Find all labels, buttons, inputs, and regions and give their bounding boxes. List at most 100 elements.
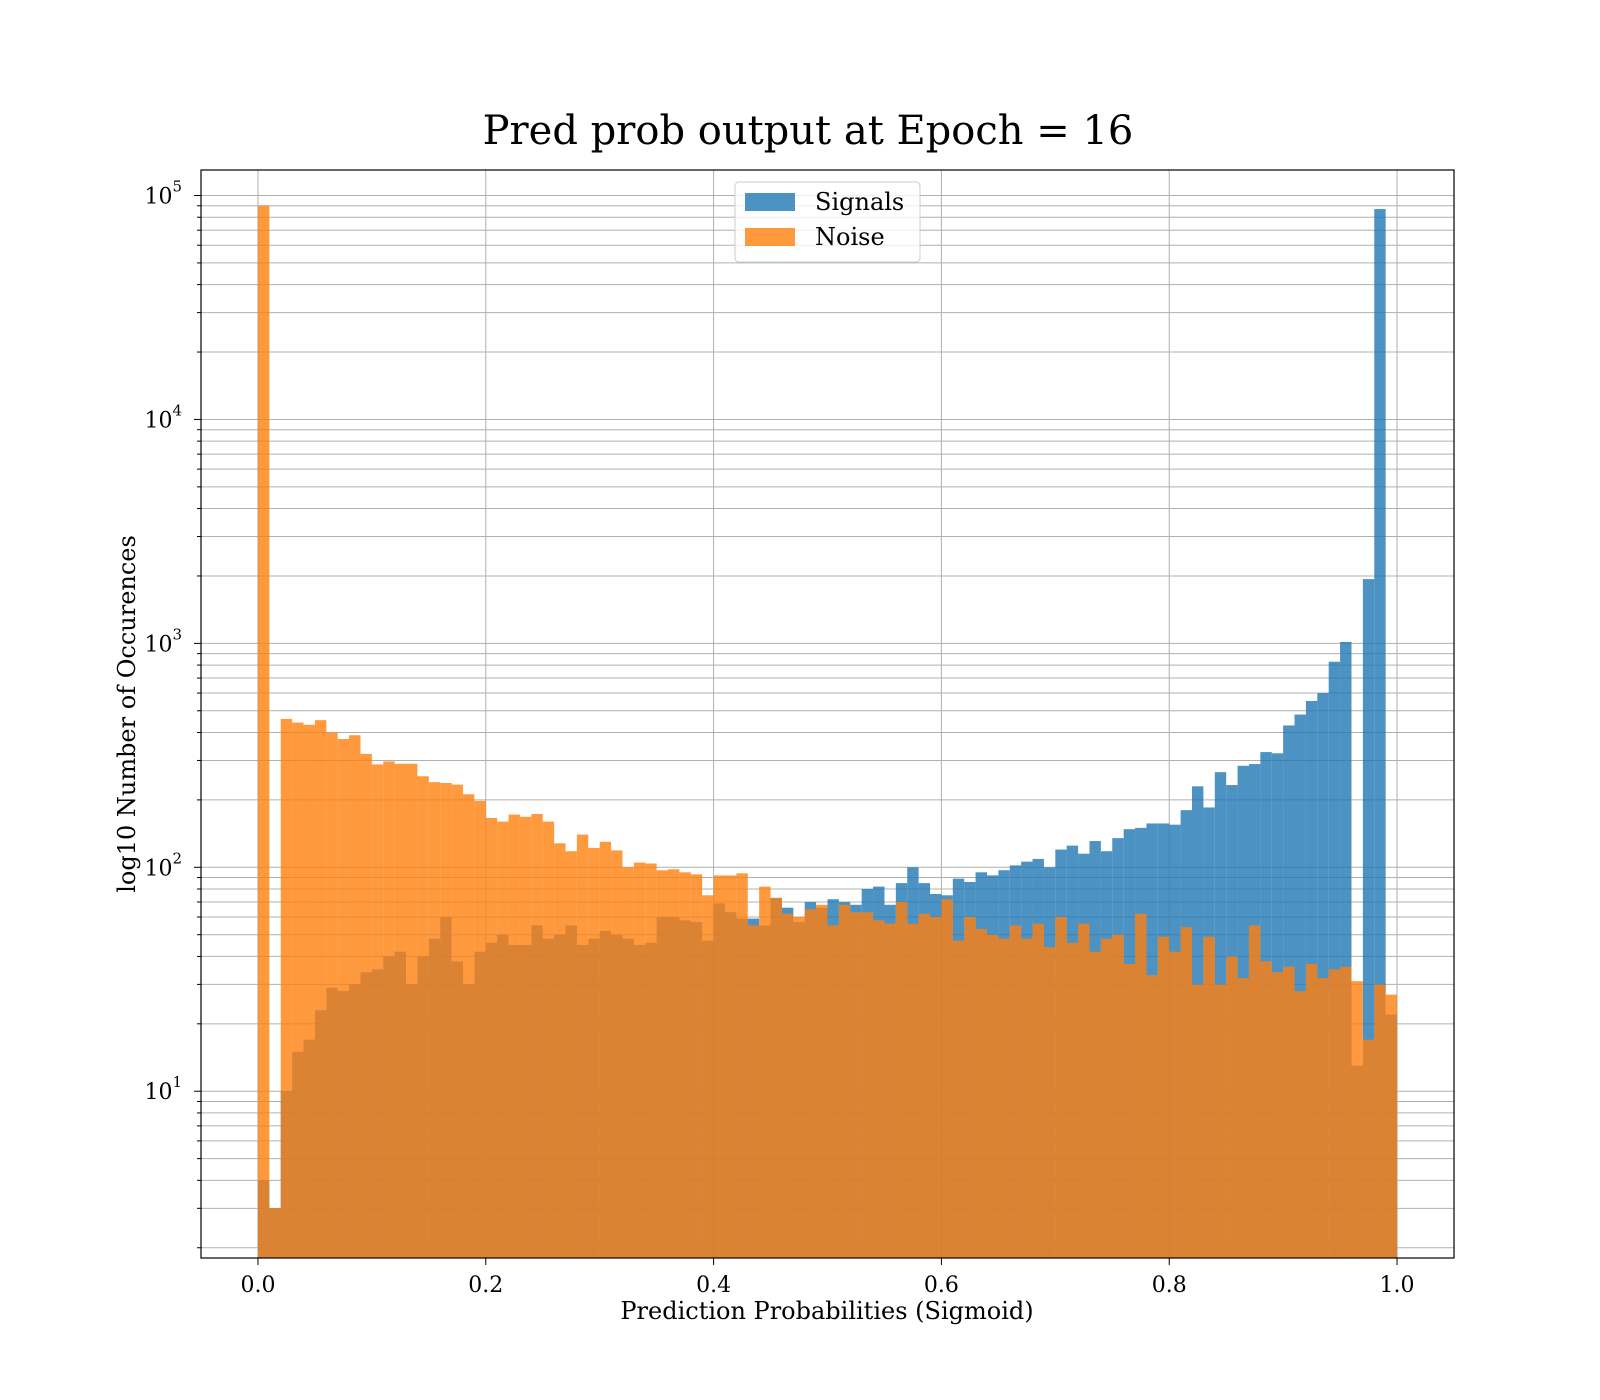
bar-noise (531, 813, 543, 1258)
x-tick-label: 1.0 (1380, 1273, 1415, 1298)
bar-noise (690, 874, 703, 1258)
x-axis-label: Prediction Probabilities (Sigmoid) (620, 1297, 1033, 1325)
bar-noise (724, 875, 737, 1258)
bar-noise (1317, 978, 1329, 1258)
bar-noise (1260, 961, 1272, 1258)
bar-noise (1169, 951, 1181, 1258)
bar-noise (1203, 936, 1215, 1258)
bar-noise (394, 763, 407, 1258)
bars (257, 205, 1398, 1259)
bar-signals (1317, 693, 1329, 1258)
x-tick-label: 0.6 (924, 1273, 959, 1298)
x-tick-label: 0.0 (240, 1273, 275, 1298)
legend: Signals Noise (734, 181, 921, 263)
bar-noise (519, 816, 532, 1258)
bar-noise (542, 821, 555, 1258)
bar-signals (1328, 661, 1341, 1258)
bar-noise (1180, 927, 1193, 1258)
bar-noise (1283, 966, 1295, 1258)
bar-signals (1294, 714, 1306, 1258)
bar-noise (1100, 938, 1113, 1258)
bar-noise (440, 782, 452, 1258)
bar-noise (326, 732, 338, 1258)
bar-signals (1374, 209, 1386, 1258)
bar-noise (1374, 984, 1386, 1258)
y-tick-label: 102 (144, 849, 182, 881)
bar-noise (314, 720, 327, 1258)
bar-noise (998, 938, 1010, 1258)
bar-noise (1112, 934, 1124, 1258)
bar-noise (895, 901, 908, 1258)
bar-signals (1362, 579, 1375, 1258)
bar-noise (599, 841, 612, 1258)
bar-noise (257, 205, 270, 1259)
bar-noise (1305, 963, 1318, 1258)
y-tick-label: 105 (144, 178, 182, 210)
legend-label-noise: Noise (815, 223, 885, 251)
legend-swatch-signals (745, 193, 795, 211)
bar-noise (781, 913, 794, 1258)
y-axis-ticks: 101 102 103 104 105 (144, 178, 201, 1249)
bar-noise (417, 776, 429, 1258)
bar-noise (1385, 994, 1398, 1258)
bar-noise (736, 873, 748, 1258)
bar-noise (1009, 925, 1022, 1258)
bar-noise (793, 916, 805, 1258)
bar-noise (497, 821, 509, 1258)
bar-noise (508, 814, 520, 1258)
bar-noise (451, 784, 463, 1258)
bar-noise (292, 722, 304, 1258)
bar-noise (611, 850, 623, 1258)
bar-noise (804, 909, 817, 1258)
bar-noise (588, 847, 600, 1258)
chart-title: Pred prob output at Epoch = 16 (483, 108, 1134, 154)
bar-noise (1066, 942, 1079, 1258)
bar-noise (1123, 963, 1136, 1258)
bar-noise (838, 904, 851, 1258)
bar-noise (565, 851, 577, 1258)
bar-noise (986, 934, 999, 1258)
bar-noise (1032, 923, 1044, 1258)
y-tick-label: 104 (144, 401, 182, 433)
bar-noise (280, 718, 293, 1258)
bar-noise (861, 912, 874, 1258)
bar-noise (713, 875, 725, 1258)
bar-noise (884, 923, 896, 1258)
bar-noise (850, 912, 862, 1258)
bar-noise (827, 925, 839, 1258)
bar-noise (759, 886, 771, 1258)
bar-noise (576, 834, 589, 1258)
bar-noise (383, 761, 395, 1258)
bar-noise (1351, 981, 1363, 1258)
bar-noise (1157, 936, 1170, 1258)
bar-noise (1226, 956, 1238, 1258)
y-tick-label: 103 (144, 625, 182, 657)
plot-frame (200, 169, 1455, 1259)
bar-noise (1248, 925, 1261, 1258)
bar-noise (1328, 969, 1341, 1258)
bar-noise (975, 929, 987, 1258)
bar-noise (679, 872, 691, 1258)
bar-noise (1135, 913, 1147, 1258)
bar-noise (747, 925, 760, 1258)
bar-noise (360, 753, 372, 1258)
bar-noise (1192, 984, 1204, 1258)
bar-noise (1146, 975, 1158, 1258)
bar-noise (941, 899, 953, 1258)
bar-signals (1340, 641, 1352, 1258)
x-tick-label: 0.4 (696, 1273, 731, 1298)
bar-noise (656, 870, 669, 1258)
x-tick-label: 0.8 (1152, 1273, 1187, 1298)
bar-noise (1237, 978, 1249, 1258)
bar-noise (645, 863, 657, 1258)
bar-noise (554, 843, 566, 1258)
bar-noise (485, 818, 498, 1258)
bar-noise (269, 1208, 281, 1258)
x-tick-label: 0.2 (468, 1273, 503, 1298)
x-axis-ticks: 0.0 0.2 0.4 0.6 0.8 1.0 (240, 1258, 1415, 1298)
bar-noise (474, 800, 486, 1258)
bar-noise (907, 923, 919, 1258)
bar-noise (349, 735, 361, 1258)
bar-noise (303, 724, 315, 1258)
bar-noise (702, 895, 714, 1258)
